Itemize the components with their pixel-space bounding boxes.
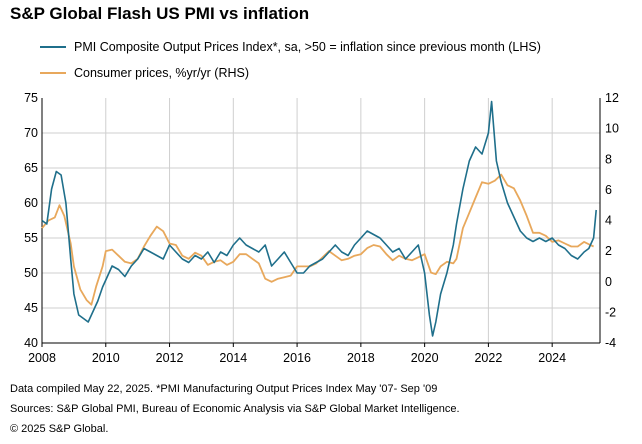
y-left-tick-label: 75 — [24, 91, 38, 105]
y-left-tick-label: 65 — [24, 161, 38, 175]
y-left-tick-label: 60 — [24, 196, 38, 210]
y-right-tick-label: 12 — [605, 91, 619, 105]
y-left-tick-label: 50 — [24, 266, 38, 280]
legend-entry-cpi: Consumer prices, %yr/yr (RHS) — [40, 66, 249, 80]
y-right-tick-label: 0 — [605, 275, 612, 289]
grid-lines — [42, 98, 600, 343]
x-tick-label: 2008 — [28, 351, 56, 365]
x-tick-label: 2012 — [156, 351, 184, 365]
legend-swatch-pmi — [40, 46, 66, 48]
tick-labels: 40 45 50 55 60 65 70 75 -4 -2 0 2 4 6 8 10 12 2008 2010 201… — [24, 91, 619, 365]
y-right-tick-label: 4 — [605, 214, 612, 228]
x-tick-label: 2014 — [219, 351, 247, 365]
y-left-tick-label: 55 — [24, 231, 38, 245]
x-tick-label: 2024 — [538, 351, 566, 365]
y-left-tick-label: 45 — [24, 301, 38, 315]
y-right-tick-label: -4 — [605, 336, 616, 350]
y-right-tick-label: 8 — [605, 152, 612, 166]
chart-title: S&P Global Flash US PMI vs inflation — [10, 4, 310, 23]
line-chart: 40 45 50 55 60 65 70 75 -4 -2 0 2 4 6 8 10 12 2008 2010 201… — [24, 91, 619, 365]
x-tick-label: 2016 — [283, 351, 311, 365]
footer-copyright: © 2025 S&P Global. — [10, 423, 109, 435]
pmi-series-line — [41, 100, 597, 337]
y-right-tick-label: 2 — [605, 244, 612, 258]
y-right-tick-label: 6 — [605, 183, 612, 197]
x-tick-label: 2010 — [92, 351, 120, 365]
x-tick-label: 2020 — [411, 351, 439, 365]
x-tick-label: 2022 — [474, 351, 502, 365]
legend-entry-pmi: PMI Composite Output Prices Index*, sa, … — [40, 40, 541, 54]
legend-label-pmi: PMI Composite Output Prices Index*, sa, … — [74, 40, 541, 54]
y-left-tick-label: 70 — [24, 126, 38, 140]
y-right-tick-label: 10 — [605, 122, 619, 136]
footer-sources: Sources: S&P Global PMI, Bureau of Econo… — [10, 403, 460, 415]
series-lines — [41, 100, 597, 337]
x-tick-label: 2018 — [347, 351, 375, 365]
legend-swatch-cpi — [40, 72, 66, 74]
legend-label-cpi: Consumer prices, %yr/yr (RHS) — [74, 66, 250, 80]
cpi-series-line — [41, 173, 594, 306]
footer-note: Data compiled May 22, 2025. *PMI Manufac… — [10, 383, 438, 395]
y-right-tick-label: -2 — [605, 305, 616, 319]
y-left-tick-label: 40 — [24, 336, 38, 350]
